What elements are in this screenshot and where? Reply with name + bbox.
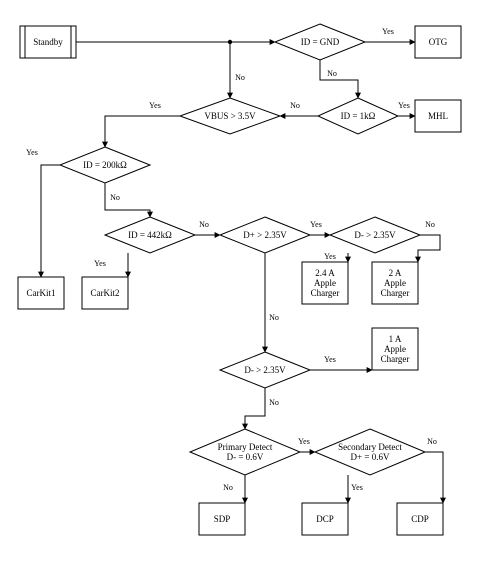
node-label: SDP (214, 514, 231, 524)
edge-label: No (427, 437, 437, 446)
edge-label: No (199, 220, 209, 229)
edge-label: No (110, 193, 120, 202)
node-label: Charger (381, 354, 410, 364)
edge-label: No (235, 73, 245, 82)
edge-label: No (425, 220, 435, 229)
node-label: Apple (384, 278, 406, 288)
edge-label: No (327, 69, 337, 78)
node-label: D- > 2.35V (244, 365, 286, 375)
node-d_id442: ID = 442kΩ (105, 217, 195, 253)
node-label: 2 A (389, 268, 402, 278)
edge-label: No (269, 313, 279, 322)
node-label: D+ = 0.6V (351, 452, 390, 462)
edge-label: Yes (94, 259, 106, 268)
edge-label: Yes (310, 220, 322, 229)
node-carkit1: CarKit1 (18, 277, 64, 309)
node-d_id1k: ID = 1kΩ (318, 98, 398, 134)
node-label: VBUS > 3.5V (204, 111, 256, 121)
node-standby: Standby (20, 26, 76, 58)
node-label: 1 A (389, 334, 402, 344)
node-d_dp235_1: D+ > 2.35V (220, 217, 310, 253)
node-label: Apple (314, 278, 336, 288)
edge-label: Yes (382, 27, 394, 36)
edge-label: No (269, 398, 279, 407)
node-cdp: CDP (397, 503, 443, 535)
node-label: CarKit2 (91, 288, 120, 298)
node-label: ID = 442kΩ (128, 230, 172, 240)
node-d_sec: Secondary DetectD+ = 0.6V (315, 429, 425, 475)
node-apple24: 2.4 AAppleCharger (302, 262, 348, 304)
node-label: CarKit1 (27, 288, 56, 298)
node-label: DCP (316, 514, 334, 524)
edge-label: Yes (26, 148, 38, 157)
node-label: ID = GND (301, 37, 340, 47)
node-label: D+ > 2.35V (243, 230, 287, 240)
node-label: Primary Detect (218, 442, 273, 452)
node-apple1: 1 AAppleCharger (372, 328, 418, 370)
node-label: OTG (429, 37, 448, 47)
node-label: Standby (33, 37, 63, 47)
node-sdp: SDP (199, 503, 245, 535)
node-dcp: DCP (302, 503, 348, 535)
node-otg: OTG (415, 26, 461, 58)
edge-label: No (290, 101, 300, 110)
edge-label: Yes (398, 101, 410, 110)
edge-label: Yes (324, 252, 336, 261)
node-d_idgnd: ID = GND (275, 24, 365, 60)
node-d_pri: Primary DetectD- = 0.6V (190, 429, 300, 475)
node-d_vbus: VBUS > 3.5V (180, 98, 280, 134)
node-label: 2.4 A (315, 268, 335, 278)
node-label: Secondary Detect (338, 442, 402, 452)
node-label: Charger (381, 288, 410, 298)
node-mhl: MHL (415, 100, 461, 132)
node-d_dm235_1: D- > 2.35V (330, 217, 420, 253)
node-d_dm235_2: D- > 2.35V (220, 352, 310, 388)
edge-label: Yes (351, 483, 363, 492)
node-label: MHL (428, 111, 448, 121)
edge-label: Yes (298, 437, 310, 446)
edge-label: Yes (324, 355, 336, 364)
node-label: ID = 200kΩ (83, 160, 127, 170)
node-apple2: 2 AAppleCharger (372, 262, 418, 304)
node-label: Charger (311, 288, 340, 298)
node-d_id200: ID = 200kΩ (60, 147, 150, 183)
edge-label: Yes (149, 101, 161, 110)
node-label: CDP (411, 514, 429, 524)
node-label: D- = 0.6V (227, 452, 264, 462)
node-carkit2: CarKit2 (82, 277, 128, 309)
node-label: D- > 2.35V (354, 230, 396, 240)
edge-label: No (223, 483, 233, 492)
node-label: Apple (384, 344, 406, 354)
node-label: ID = 1kΩ (341, 111, 376, 121)
